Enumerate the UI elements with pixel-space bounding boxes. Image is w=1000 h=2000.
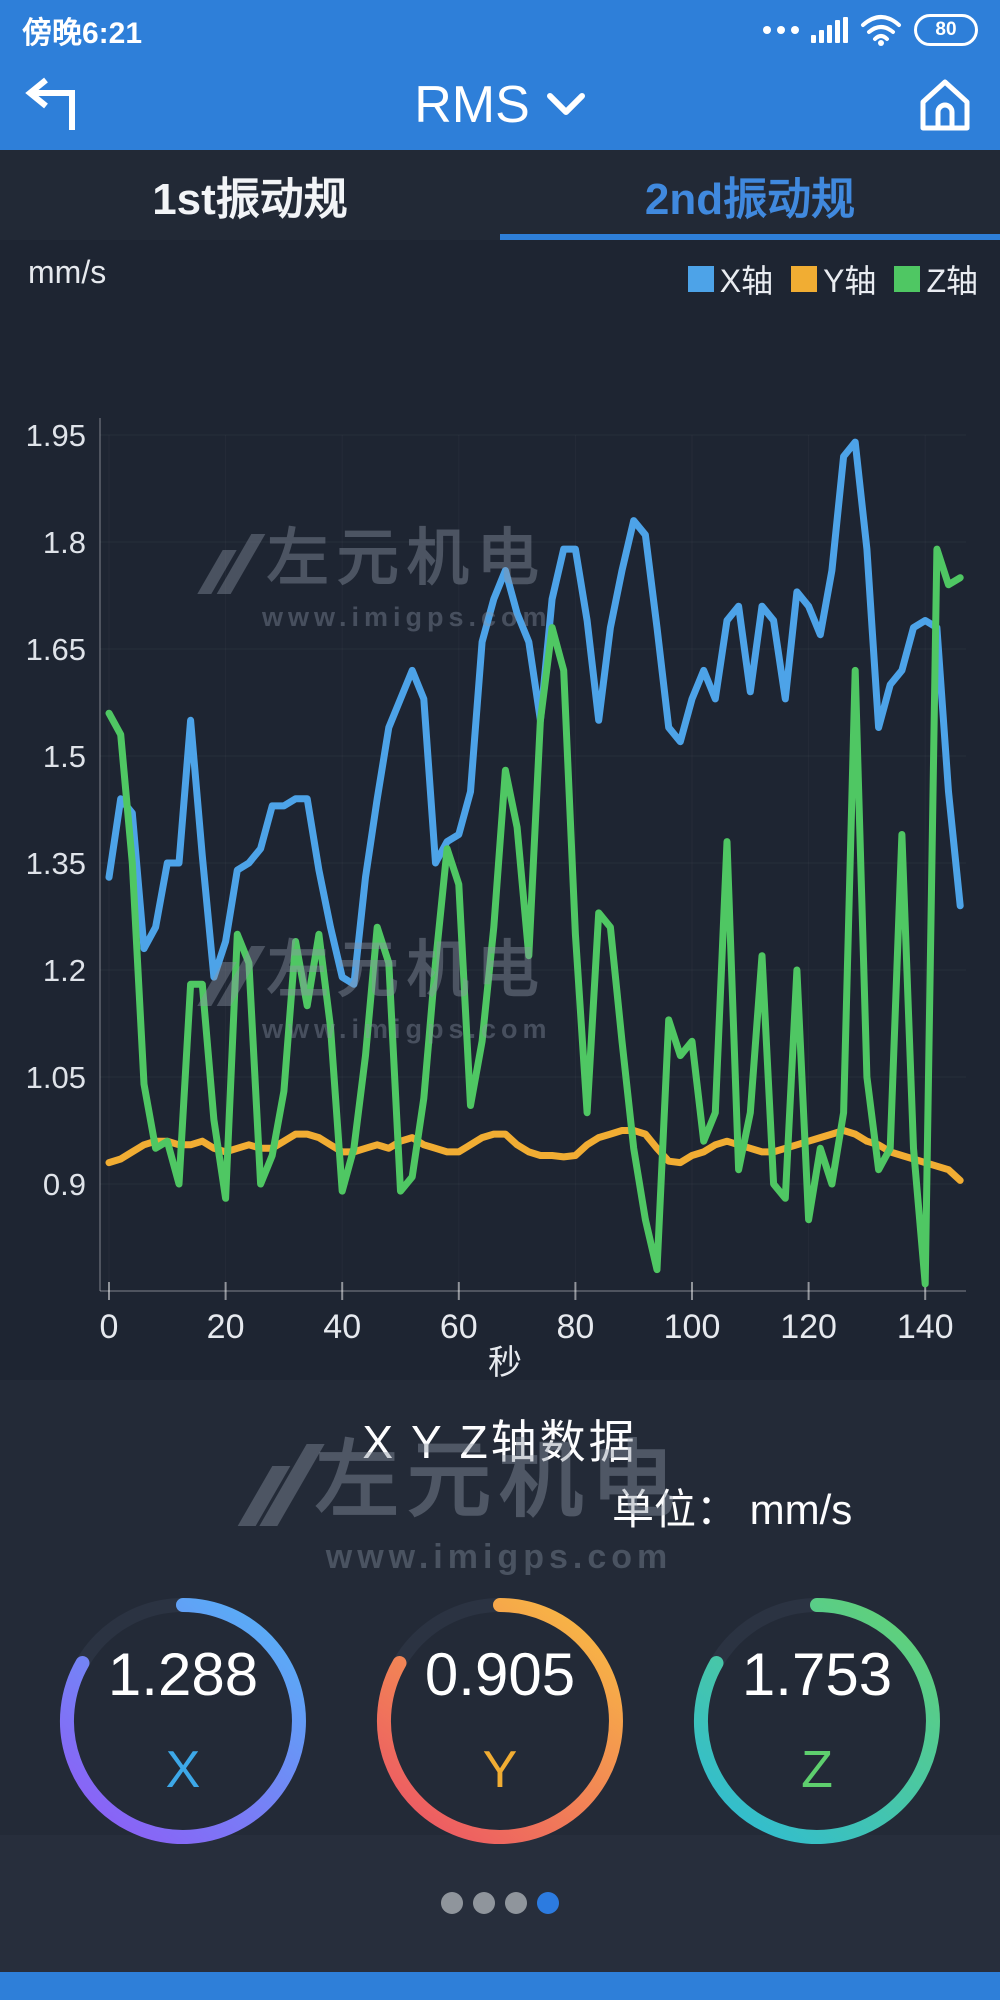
svg-text:1.8: 1.8 <box>43 525 86 560</box>
svg-text:1.5: 1.5 <box>43 739 86 774</box>
legend-swatch <box>894 266 921 292</box>
bottom-nav-bar[interactable] <box>0 1972 1000 2000</box>
back-button[interactable] <box>0 60 110 150</box>
pager-dot[interactable] <box>441 1892 463 1914</box>
gauge-value: 1.753 <box>742 1641 892 1708</box>
pager-dot[interactable] <box>505 1892 527 1914</box>
battery-level: 80 <box>935 19 957 40</box>
title-dropdown[interactable]: RMS <box>414 75 586 135</box>
legend-item-Y轴[interactable]: Y轴 <box>791 256 876 302</box>
chart-legend: X轴 Y轴 Z轴 <box>687 256 978 302</box>
gauge-label: X <box>166 1741 201 1799</box>
svg-text:100: 100 <box>664 1308 721 1346</box>
svg-text:1.2: 1.2 <box>43 953 86 988</box>
status-icons: 80 <box>763 12 978 48</box>
status-time: 傍晚6:21 <box>22 17 143 50</box>
svg-text:秒: 秒 <box>488 1344 522 1380</box>
signal-strength-icon <box>811 17 848 43</box>
pager-dot-active[interactable] <box>537 1892 559 1914</box>
svg-text:120: 120 <box>780 1308 837 1346</box>
status-bar: 傍晚6:21 80 <box>0 0 1000 60</box>
xyz-data-section: X Y Z轴数据 单位： mm/s 左元机电 www.imigps.com 1.… <box>0 1380 1000 1972</box>
unit-label: 单位： mm/s <box>612 1486 853 1533</box>
battery-icon: 80 <box>914 14 978 46</box>
svg-text:40: 40 <box>323 1308 361 1346</box>
legend-item-X轴[interactable]: X轴 <box>687 256 773 302</box>
legend-swatch <box>791 266 818 292</box>
legend-item-Z轴[interactable]: Z轴 <box>894 256 978 302</box>
gauge-label: Y <box>483 1741 518 1799</box>
svg-text:1.95: 1.95 <box>26 418 86 453</box>
page-indicator <box>0 1892 1000 1914</box>
legend-swatch <box>687 266 714 292</box>
notification-dots-icon <box>763 26 799 34</box>
svg-text:140: 140 <box>897 1308 954 1346</box>
gauge-z: 1.753 Z <box>674 1578 960 1864</box>
gauges-row: 1.288 X 0.905 Y 1.753 Z <box>0 1578 1000 1864</box>
gauge-value: 1.288 <box>108 1641 258 1708</box>
header: RMS <box>0 60 1000 150</box>
pager-dot[interactable] <box>473 1892 495 1914</box>
wifi-icon <box>861 15 901 46</box>
chart-y-unit-label: mm/s <box>28 254 107 290</box>
home-button[interactable] <box>890 60 1000 150</box>
back-icon <box>25 77 75 130</box>
gauge-label: Z <box>801 1741 833 1799</box>
gauge-y: 0.905 Y <box>357 1578 643 1864</box>
svg-text:60: 60 <box>440 1308 478 1346</box>
chart-section: mm/s X轴 Y轴 Z轴 1.95 1.8 1.65 1.5 1.35 1.2 1.05 0.9… <box>0 240 1000 1380</box>
svg-text:1.65: 1.65 <box>26 632 86 667</box>
xyz-data-title: X Y Z轴数据 <box>362 1416 638 1468</box>
chevron-down-icon <box>546 93 585 115</box>
pager-strip <box>0 1835 1000 1972</box>
gauge-x: 1.288 X <box>40 1578 326 1864</box>
gauge-value: 0.905 <box>425 1641 575 1708</box>
svg-text:80: 80 <box>556 1308 594 1346</box>
home-icon <box>920 79 970 131</box>
tab-bar: 1st振动规 2nd振动规 <box>0 150 1000 240</box>
svg-text:0: 0 <box>100 1308 119 1346</box>
svg-text:0.9: 0.9 <box>43 1167 86 1202</box>
tab-1st-vibration[interactable]: 1st振动规 <box>152 175 348 224</box>
page-title: RMS <box>414 76 530 134</box>
tab-2nd-vibration[interactable]: 2nd振动规 <box>500 150 1000 240</box>
svg-text:1.35: 1.35 <box>26 846 86 881</box>
chart-svg[interactable]: 1.95 1.8 1.65 1.5 1.35 1.2 1.05 0.9 0 20 40 60 80 100… <box>0 240 1000 1380</box>
svg-text:20: 20 <box>207 1308 245 1346</box>
svg-text:1.05: 1.05 <box>26 1060 86 1095</box>
